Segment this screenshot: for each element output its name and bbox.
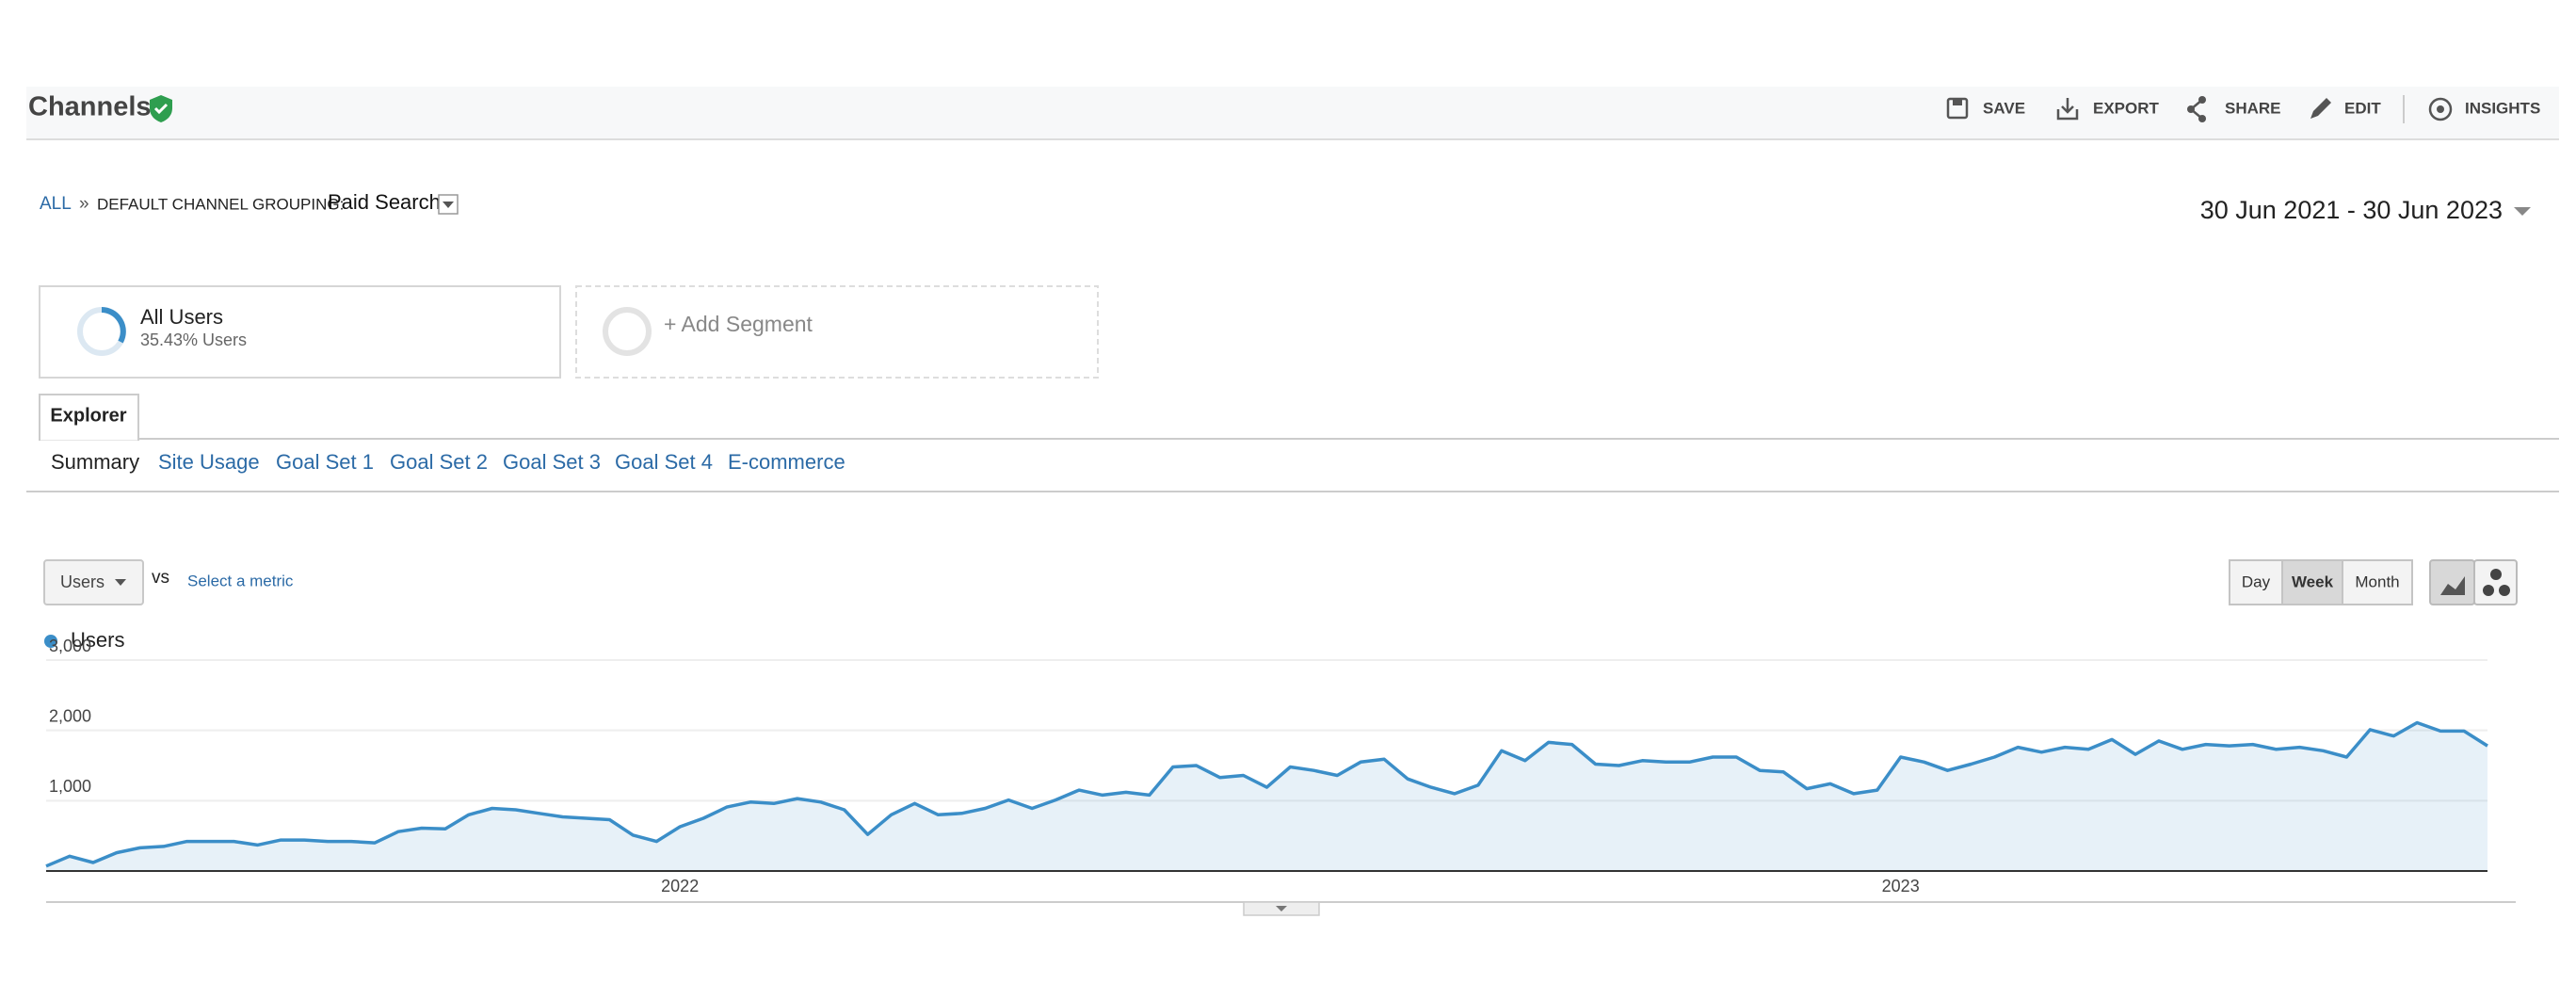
subtab[interactable]: Goal Set 4 — [615, 450, 713, 474]
page-title: Channels — [28, 92, 152, 122]
segment-name[interactable]: All Users — [140, 305, 223, 329]
date-range-caret[interactable] — [2514, 207, 2531, 216]
granularity-button[interactable] — [2281, 559, 2343, 605]
line — [45, 720, 2488, 868]
y-tick-label: 3,000 — [49, 637, 91, 655]
breadcrumb-separator: » — [79, 194, 89, 214]
insights-button[interactable]: INSIGHTS — [2428, 97, 2540, 121]
legend-dot — [44, 635, 57, 648]
breadcrumb-all[interactable]: ALL — [40, 194, 72, 214]
subtab[interactable]: E-commerce — [728, 450, 845, 474]
edit-label[interactable]: EDIT — [2344, 99, 2381, 117]
save-button[interactable]: SAVE — [1946, 97, 2025, 120]
chart: 1,000 2,000 3,000 2022 2023 — [45, 637, 2488, 895]
subtab[interactable]: Summary — [51, 450, 139, 474]
granularity-button[interactable] — [2342, 559, 2413, 605]
add-segment[interactable]: + Add Segment — [575, 285, 1099, 379]
add-segment-label[interactable]: + Add Segment — [664, 312, 813, 336]
share-button[interactable]: SHARE — [2187, 96, 2281, 122]
date-range[interactable]: 30 Jun 2021 - 30 Jun 2023 — [2200, 196, 2503, 224]
verified-badge — [150, 95, 172, 122]
export-button[interactable]: EXPORT — [2056, 98, 2160, 121]
granularity-label[interactable]: Day — [2242, 573, 2271, 590]
y-tick-label: 1,000 — [49, 777, 91, 796]
granularity-label[interactable]: Month — [2355, 573, 2399, 590]
area — [46, 722, 2487, 871]
legend-label: Users — [71, 628, 124, 652]
segment-detail: 35.43% Users — [140, 331, 247, 349]
granularity-group: Day Week Month — [2229, 559, 2413, 605]
grouping-dropdown[interactable] — [438, 194, 459, 215]
insights-label[interactable]: INSIGHTS — [2465, 99, 2540, 117]
granularity-button[interactable] — [2229, 559, 2283, 605]
metric-select[interactable]: Users — [43, 559, 144, 605]
edit-button[interactable]: EDIT — [2310, 98, 2381, 119]
breadcrumb-grouping: DEFAULT CHANNEL GROUPING: — [97, 195, 344, 213]
subtab[interactable]: Goal Set 1 — [276, 450, 374, 474]
metric-label[interactable]: Users — [60, 573, 105, 591]
line-chart-toggle[interactable] — [2429, 559, 2475, 605]
save-label[interactable]: SAVE — [1983, 99, 2025, 117]
export-label[interactable]: EXPORT — [2093, 99, 2160, 117]
x-tick-label: 2023 — [1882, 877, 1920, 895]
share-label[interactable]: SHARE — [2225, 99, 2281, 117]
vs-label: vs — [152, 568, 169, 588]
subtab[interactable]: Goal Set 3 — [503, 450, 601, 474]
subtab[interactable]: Site Usage — [158, 450, 260, 474]
header-bar — [26, 87, 2559, 139]
granularity-label[interactable]: Week — [2292, 573, 2334, 590]
y-tick-label: 2,000 — [49, 706, 91, 725]
select-metric[interactable]: Select a metric — [187, 572, 294, 589]
motion-chart-toggle[interactable] — [2473, 559, 2518, 605]
segment-all-users[interactable]: All Users 35.43% Users — [39, 285, 561, 379]
x-tick-label: 2022 — [661, 877, 699, 895]
subtab[interactable]: Goal Set 2 — [390, 450, 488, 474]
explorer-label[interactable]: Explorer — [50, 405, 126, 426]
chart-resize-handle[interactable] — [1243, 901, 1320, 916]
explorer-tab[interactable] — [39, 394, 139, 441]
breadcrumb-value: Paid Search — [328, 190, 441, 214]
